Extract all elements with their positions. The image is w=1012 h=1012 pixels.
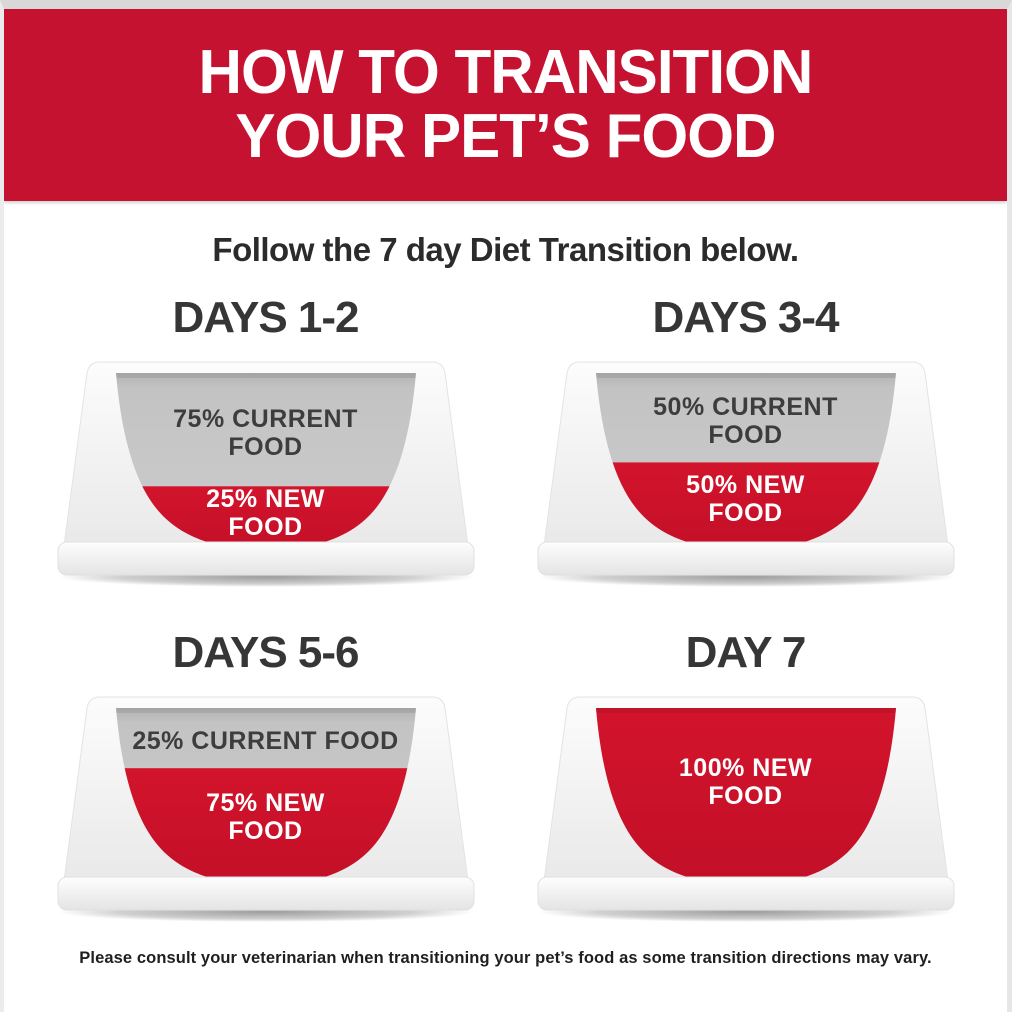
new-food-label: 75% NEW FOOD (206, 789, 325, 846)
page-title-line1: HOW TO TRANSITION (198, 37, 814, 107)
day-panel: DAYS 1-2 (51, 293, 481, 588)
rim-inner-shadow (115, 708, 416, 713)
page-title-line2: YOUR PET’S FOOD (235, 102, 776, 171)
bowl-illustration: 50% CURRENT FOOD 50% NEW FOOD (533, 353, 959, 588)
bowl-graphic (537, 696, 954, 922)
bowl-graphic (57, 361, 474, 587)
day-range-heading: DAY 7 (685, 628, 807, 677)
footer-disclaimer: Please consult your veterinarian when tr… (79, 949, 932, 967)
bowl-graphic (537, 361, 954, 587)
bowl-illustration: 25% CURRENT FOOD 75% NEW FOOD (53, 688, 479, 923)
rim-inner-shadow (595, 708, 896, 713)
bowl-illustration: 100% NEW FOOD (533, 688, 959, 923)
new-food-label: 50% NEW FOOD (686, 471, 805, 528)
rim-inner-shadow (595, 373, 896, 378)
subtitle: Follow the 7 day Diet Transition below. (212, 231, 799, 268)
bowl-graphic (57, 696, 474, 922)
day-panel: DAY 7 (531, 628, 961, 923)
bowl-base (57, 541, 474, 576)
day-range-heading: DAYS 3-4 (652, 293, 839, 342)
header-banner: HOW TO TRANSITION YOUR PET’S FOOD (4, 9, 1007, 201)
current-food-label: 25% CURRENT FOOD (132, 727, 399, 756)
bowl-base (537, 541, 954, 576)
day-panel: DAYS 3-4 (531, 293, 961, 588)
transition-grid: DAYS 1-2 (4, 293, 1007, 923)
day-range-heading: DAYS 1-2 (172, 293, 359, 342)
rim-inner-shadow (115, 373, 416, 378)
day-range-heading: DAYS 5-6 (172, 628, 359, 677)
current-food-label: 50% CURRENT FOOD (653, 392, 838, 449)
bowl-base (57, 876, 474, 911)
new-food-label: 100% NEW FOOD (678, 754, 813, 811)
bowl-base (537, 876, 954, 911)
new-food-label: 25% NEW FOOD (206, 485, 325, 542)
current-food-label: 75% CURRENT FOOD (173, 404, 358, 461)
bowl-illustration: 75% CURRENT FOOD 25% NEW FOOD (53, 353, 479, 588)
day-panel: DAYS 5-6 (51, 628, 481, 923)
